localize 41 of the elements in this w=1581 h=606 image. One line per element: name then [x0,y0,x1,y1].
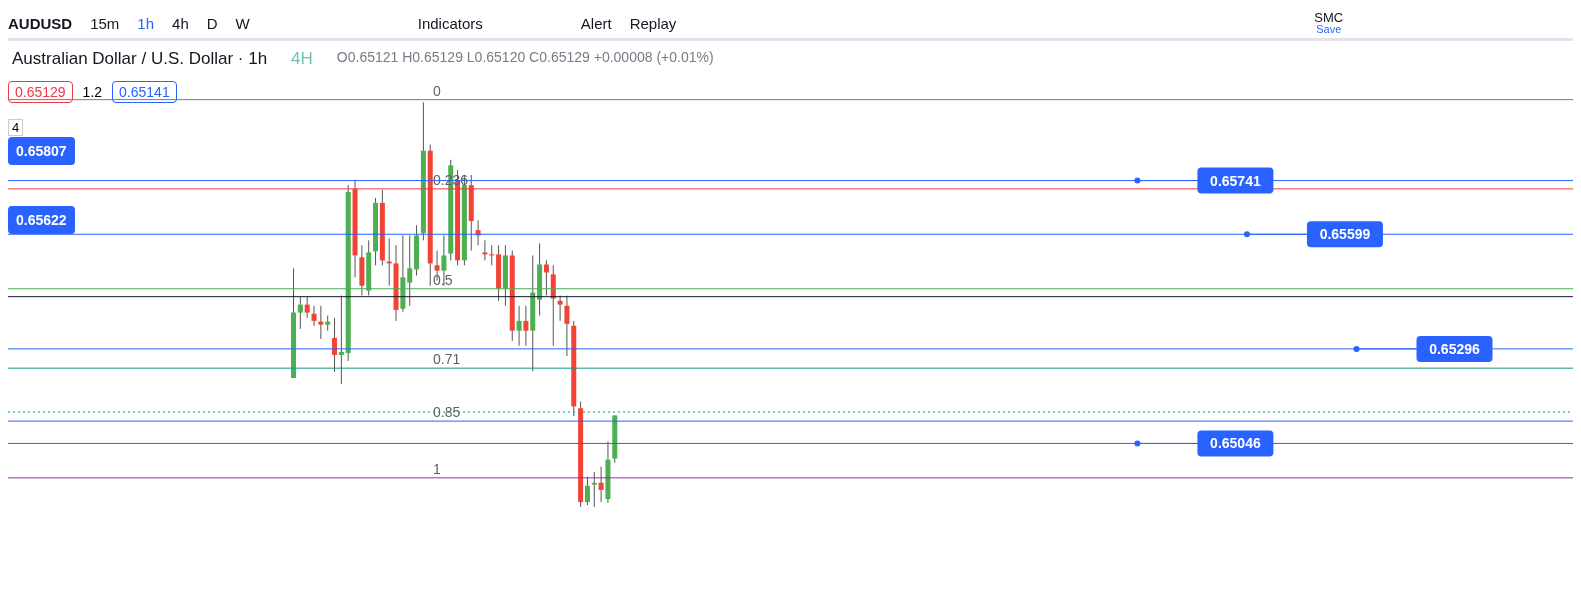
annotation: 1 [433,460,441,477]
text: 0.65622 [8,206,75,234]
text: O0.65121 H0.65129 L0.65120 C0.65129 +0.00008 (+0.01%) [336,49,714,67]
ref-line-label: 0.65296 [1429,340,1481,357]
text: Save [1316,23,1342,35]
candlestick [523,305,529,347]
ref-line-label: 0.65046 [1210,435,1261,452]
text: Replay [629,14,677,32]
text: Alert [580,14,612,32]
text: 0.65129 [8,81,73,103]
candlestick [318,305,324,340]
text: AUDUSD [8,14,73,32]
text: 4h [172,14,189,32]
text: 1h [137,14,155,32]
candlestick [564,295,570,357]
text: W [235,14,250,32]
candlestick [297,296,303,330]
text: 15m [90,14,120,32]
candlestick [482,239,488,261]
candlestick [591,471,597,508]
candlestick [311,305,317,327]
annotation: 4H [291,49,313,69]
text: 1.2 [82,84,103,100]
text: D [206,14,218,32]
annotation: 0.85 [433,404,461,421]
text: Australian Dollar / U.S. Dollar · 1h [12,49,268,69]
ref-line-label: 0.65741 [1210,172,1261,189]
annotation: 0.71 [433,351,461,368]
text: Indicators [417,14,483,32]
candlestick [598,466,604,503]
candlestick [338,295,344,385]
candlestick [516,305,522,347]
candlestick [557,295,563,322]
annotation: 0 [433,82,441,99]
candlestick [584,476,590,506]
text: 0.65141 [112,81,177,103]
ref-line-label: 0.65599 [1319,226,1371,243]
text: SMC [1314,10,1344,25]
text: 4 [8,119,24,136]
text: 0.65807 [8,137,75,165]
candlestick [304,296,310,319]
